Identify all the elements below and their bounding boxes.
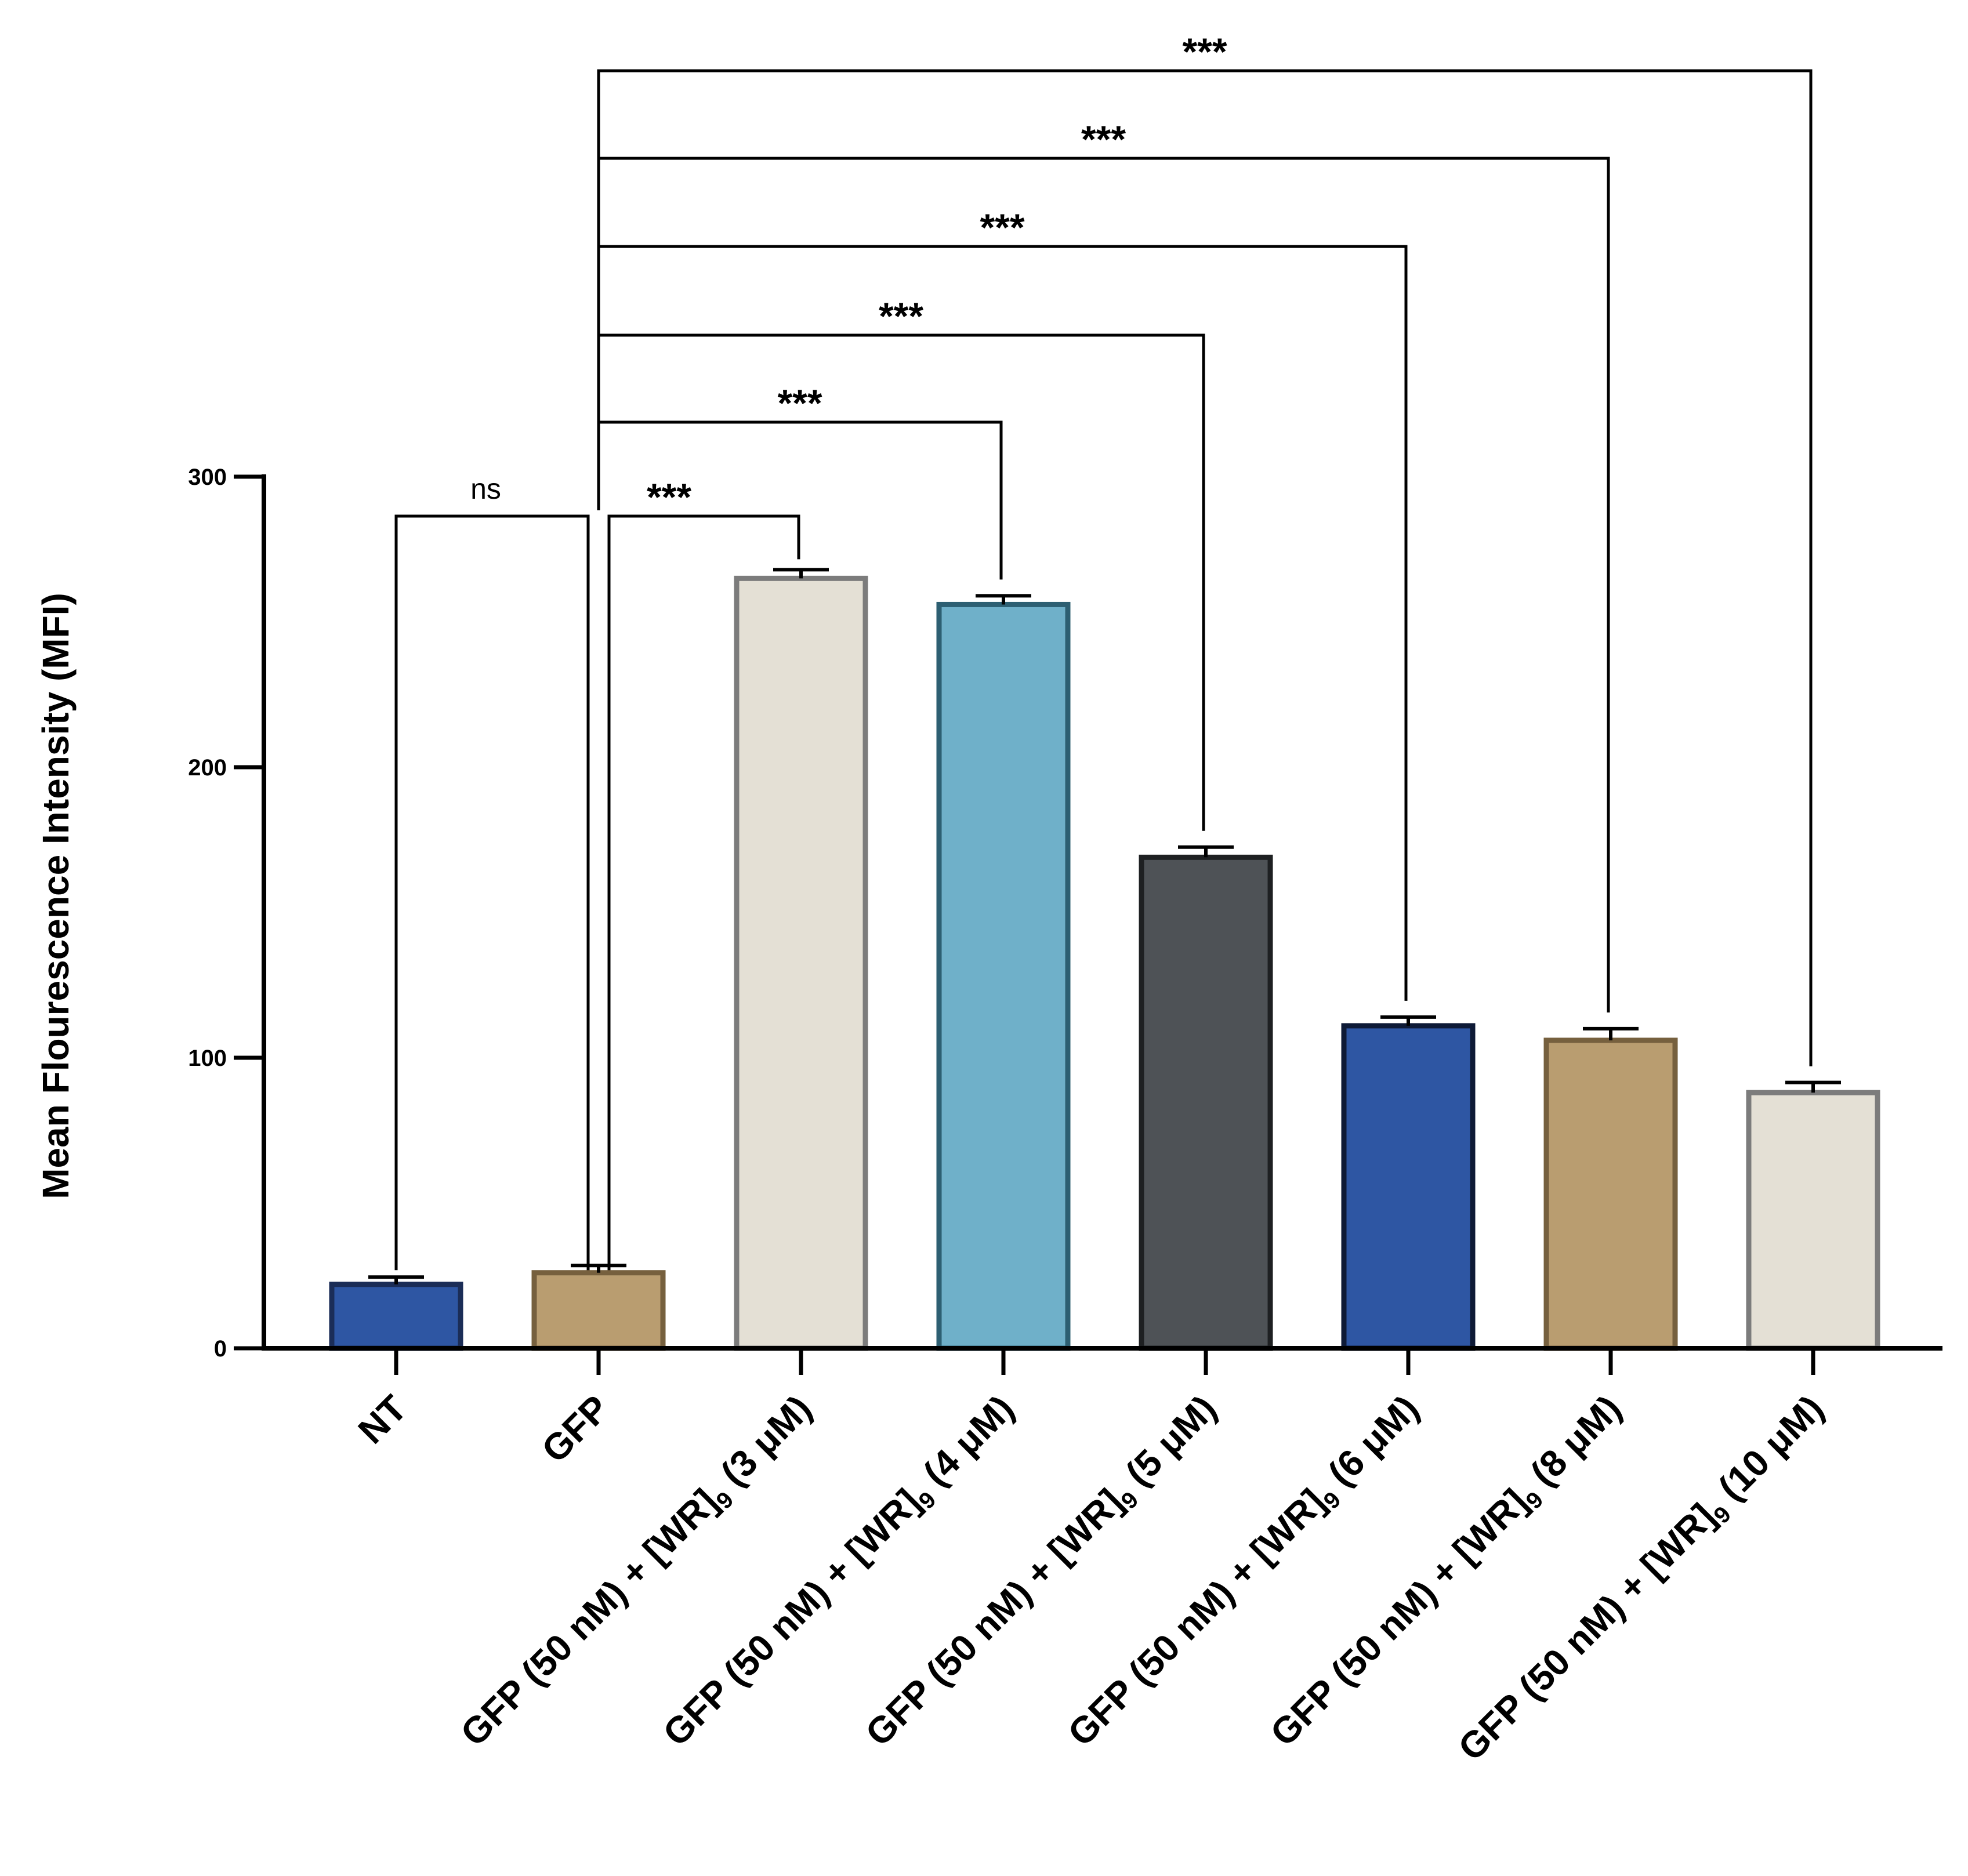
bracket-0 (394, 514, 590, 1278)
x-tick-label-2: GFP (50 nM) + [WR]9 (3 μM) (452, 1387, 823, 1758)
y-axis-label: Mean Flourescence Intensity (MFI) (35, 593, 77, 1199)
significance-label-1: *** (647, 476, 691, 518)
x-tick-label-7: GFP (50 nM) + [WR]9 (10 μM) (1450, 1387, 1835, 1772)
x-tick-label-0: NT (350, 1387, 415, 1452)
bracket-5 (597, 157, 1610, 1013)
error-bar-1 (571, 1264, 626, 1273)
bar-6 (1543, 1037, 1678, 1351)
significance-label-3: *** (879, 295, 923, 338)
bracket-6 (597, 69, 1813, 1066)
x-tick-label-5: GFP (50 nM) + [WR]9 (6 μM) (1060, 1387, 1430, 1758)
y-tick-label-200: 200 (188, 755, 227, 781)
significance-label-0: ns (470, 473, 501, 505)
bar-0 (329, 1282, 463, 1351)
axes: 0 100 200 300 (188, 465, 1942, 1375)
error-bar-2 (773, 568, 829, 579)
bracket-2 (597, 420, 1003, 580)
x-tick-label-3: GFP (50 nM) + [WR]9 (4 μM) (655, 1387, 1025, 1758)
error-bar-3 (976, 594, 1031, 605)
significance-label-2: *** (777, 382, 822, 424)
error-bar-0 (368, 1275, 424, 1284)
bracket-3 (597, 333, 1205, 831)
bar-4 (1139, 854, 1273, 1351)
bar-7 (1746, 1090, 1880, 1351)
bars (329, 568, 1880, 1351)
bracket-4 (597, 245, 1408, 1001)
error-bar-5 (1380, 1015, 1436, 1026)
y-tick-label-100: 100 (188, 1046, 227, 1071)
bar-5 (1341, 1023, 1476, 1351)
error-bar-4 (1178, 845, 1234, 858)
error-bar-6 (1583, 1026, 1639, 1040)
x-tick-label-1: GFP (534, 1387, 617, 1471)
y-tick-label-0: 0 (214, 1336, 227, 1362)
significance-label-4: *** (980, 206, 1024, 249)
significance-label-5: *** (1081, 118, 1126, 161)
bracket-1 (607, 514, 800, 1278)
y-tick-label-300: 300 (188, 465, 227, 490)
bar-1 (531, 1270, 666, 1351)
x-tick-label-4: GFP (50 nM) + [WR]9 (5 μM) (857, 1387, 1228, 1758)
bar-3 (936, 601, 1071, 1351)
x-tick-label-6: GFP (50 nM) + [WR]9 (8 μM) (1262, 1387, 1633, 1758)
error-bar-7 (1785, 1080, 1841, 1093)
bar-2 (734, 575, 868, 1351)
significance-brackets: ns *** *** *** *** *** *** (394, 30, 1813, 1278)
significance-label-6: *** (1182, 30, 1227, 73)
